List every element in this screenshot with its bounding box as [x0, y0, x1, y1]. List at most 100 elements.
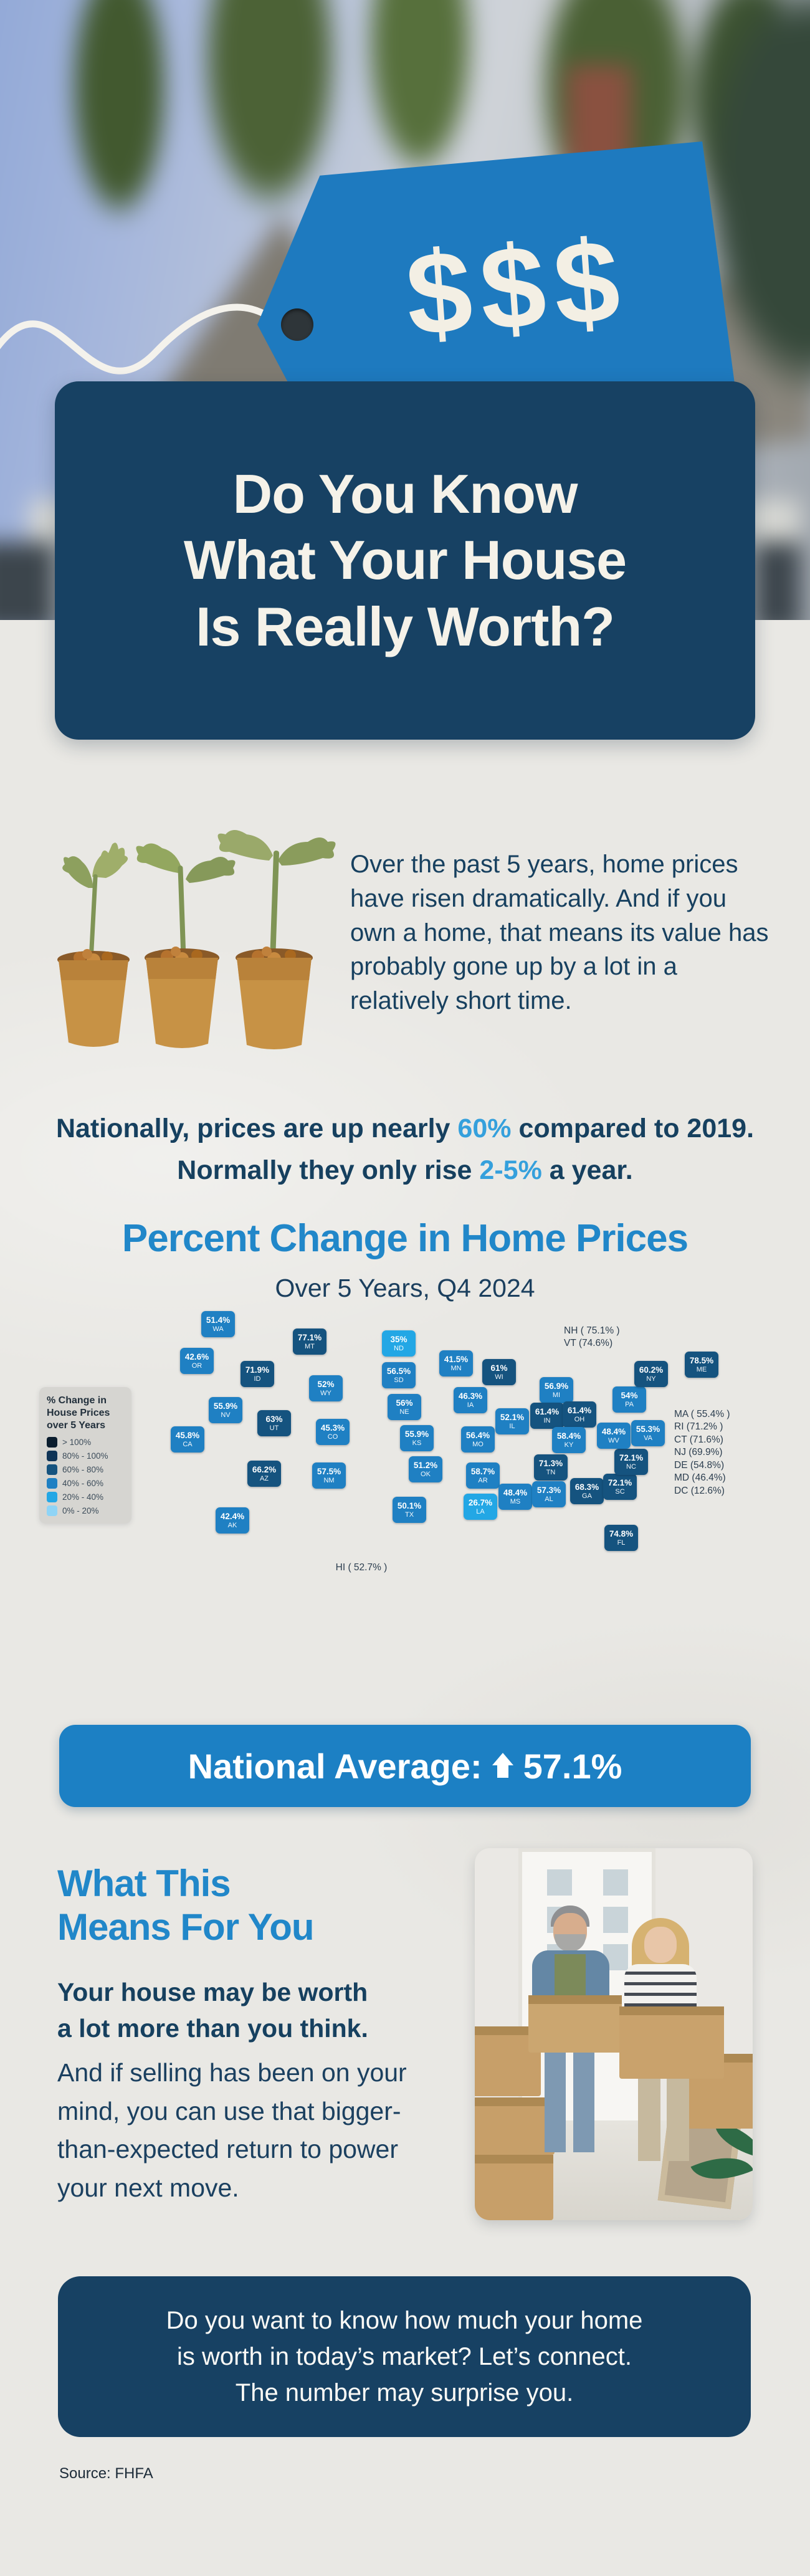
- source-note: Source: FHFA: [59, 2465, 153, 2482]
- stat-line2-pre: Normally they only rise: [177, 1155, 480, 1185]
- state-IL: 52.1% IL: [495, 1408, 529, 1434]
- state-abbr: AR: [478, 1476, 488, 1484]
- tag-string: [0, 303, 283, 374]
- state-IA: 46.3% IA: [454, 1387, 487, 1413]
- state-CO: 45.3% CO: [316, 1419, 350, 1445]
- state-abbr: GA: [582, 1492, 592, 1500]
- legend-rows: > 100% 80% - 100% 60% - 80% 40% - 60% 20% - …: [47, 1437, 125, 1516]
- man-carrying-box: [528, 1995, 622, 2053]
- state-abbr: AZ: [259, 1474, 269, 1482]
- state-value: 71.3%: [538, 1459, 563, 1469]
- state-OK: 51.2% OK: [409, 1456, 442, 1482]
- state-abbr: SC: [615, 1487, 625, 1496]
- state-value: 72.1%: [608, 1478, 632, 1488]
- state-CA: 45.8% CA: [171, 1426, 204, 1453]
- state-value: 42.4%: [220, 1512, 245, 1522]
- man-leg: [573, 2046, 594, 2152]
- state-value: 51.4%: [206, 1315, 231, 1325]
- legend-row: 20% - 40%: [47, 1492, 125, 1502]
- state-value: 55.9%: [404, 1429, 429, 1439]
- money-plants-image: [57, 830, 336, 1049]
- state-value: 58.4%: [556, 1431, 581, 1441]
- state-value: 61%: [490, 1363, 508, 1373]
- state-value: 42.6%: [184, 1352, 209, 1362]
- legend-title: % Change in House Prices over 5 Years: [47, 1395, 110, 1431]
- state-value: 71.9%: [245, 1365, 270, 1375]
- state-KS: 55.9% KS: [400, 1425, 434, 1451]
- legend-swatch: [47, 1437, 57, 1448]
- means-bold: Your house may be worth a lot more than y…: [57, 1974, 368, 2046]
- state-FL: 74.8% FL: [604, 1525, 638, 1551]
- legend-label: 20% - 40%: [62, 1492, 104, 1502]
- cta-text: Do you want to know how much your home is…: [166, 2302, 643, 2411]
- plant-medium: [136, 843, 236, 1048]
- national-stat: Nationally, prices are up nearly 60% com…: [0, 1108, 810, 1191]
- state-KY: 58.4% KY: [552, 1427, 586, 1453]
- state-NV: 55.9% NV: [209, 1397, 242, 1423]
- state-NC: 72.1% NC: [614, 1449, 648, 1475]
- state-abbr: TX: [404, 1510, 414, 1519]
- state-abbr: IA: [467, 1401, 474, 1409]
- state-MO: 56.4% MO: [461, 1426, 495, 1453]
- plant-large: [217, 830, 336, 1049]
- state-value: 52.1%: [500, 1413, 525, 1423]
- state-callout: DC (12.6%): [674, 1485, 725, 1496]
- legend-swatch: [47, 1464, 57, 1475]
- state-SD: 56.5% SD: [382, 1362, 416, 1388]
- state-TX: 50.1% TX: [393, 1497, 426, 1523]
- state-callout: VT (74.6%): [564, 1338, 613, 1349]
- state-OR: 42.6% OR: [180, 1348, 214, 1374]
- callouts-nhvt: NH ( 75.1% ) VT (74.6%): [564, 1325, 620, 1350]
- legend-label: 80% - 100%: [62, 1451, 108, 1461]
- state-abbr: NM: [323, 1476, 335, 1484]
- state-abbr: OK: [421, 1470, 431, 1478]
- title-line: Do You Know: [232, 462, 578, 525]
- state-TN: 71.3% TN: [534, 1454, 568, 1481]
- state-abbr: CA: [183, 1440, 193, 1448]
- legend-label: > 100%: [62, 1438, 92, 1447]
- cta-line: The number may surprise you.: [235, 2379, 574, 2407]
- state-callout: CT (71.6%): [674, 1434, 723, 1445]
- callout-hawaii: HI ( 52.7% ): [335, 1562, 388, 1573]
- state-OH: 61.4% OH: [563, 1401, 596, 1428]
- stat-line-1: Nationally, prices are up nearly 60% com…: [0, 1108, 810, 1150]
- stat-line1-post: compared to 2019.: [511, 1114, 755, 1143]
- price-tag-hole: [281, 308, 313, 341]
- map-legend: % Change in House Prices over 5 Years > …: [39, 1387, 131, 1524]
- state-MI: 56.9% MI: [540, 1377, 573, 1403]
- means-title: What This Means For You: [57, 1862, 315, 1949]
- woman-face: [644, 1927, 677, 1963]
- cta-box: Do you want to know how much your home is…: [58, 2276, 751, 2437]
- state-PA: 54% PA: [612, 1386, 646, 1413]
- state-abbr: MT: [305, 1342, 315, 1350]
- state-abbr: FL: [617, 1538, 626, 1547]
- state-value: 56.5%: [386, 1367, 411, 1376]
- state-ID: 71.9% ID: [241, 1361, 274, 1387]
- state-abbr: WI: [495, 1373, 503, 1381]
- state-abbr: WY: [320, 1389, 331, 1397]
- state-IN: 61.4% IN: [530, 1403, 564, 1429]
- state-WV: 48.4% WV: [597, 1423, 631, 1449]
- state-value: 52%: [317, 1380, 335, 1390]
- state-value: 35%: [390, 1335, 407, 1345]
- banner-value: 57.1%: [523, 1746, 622, 1786]
- state-GA: 68.3% GA: [570, 1478, 604, 1504]
- state-abbr: SD: [394, 1376, 404, 1384]
- state-abbr: NV: [221, 1411, 231, 1419]
- title-line: Is Really Worth?: [196, 595, 615, 657]
- moving-box: [475, 2155, 553, 2220]
- us-choropleth-map: % Change in House Prices over 5 Years > …: [39, 1311, 730, 1573]
- state-AK: 42.4% AK: [216, 1507, 249, 1534]
- state-abbr: IL: [509, 1422, 515, 1430]
- cta-line: is worth in today’s market? Let’s connec…: [176, 2343, 632, 2370]
- callouts-east: MA ( 55.4% ) RI (71.2% ) CT (71.6%) NJ (69.…: [674, 1408, 730, 1497]
- state-abbr: NE: [399, 1408, 409, 1416]
- state-value: 51.2%: [413, 1461, 438, 1471]
- national-average-banner: National Average: 57.1%: [59, 1725, 751, 1807]
- state-value: 41.5%: [444, 1355, 469, 1365]
- state-value: 50.1%: [397, 1501, 422, 1511]
- plant-small: [57, 842, 130, 1047]
- state-value: 46.3%: [458, 1391, 483, 1401]
- state-MN: 41.5% MN: [439, 1350, 473, 1376]
